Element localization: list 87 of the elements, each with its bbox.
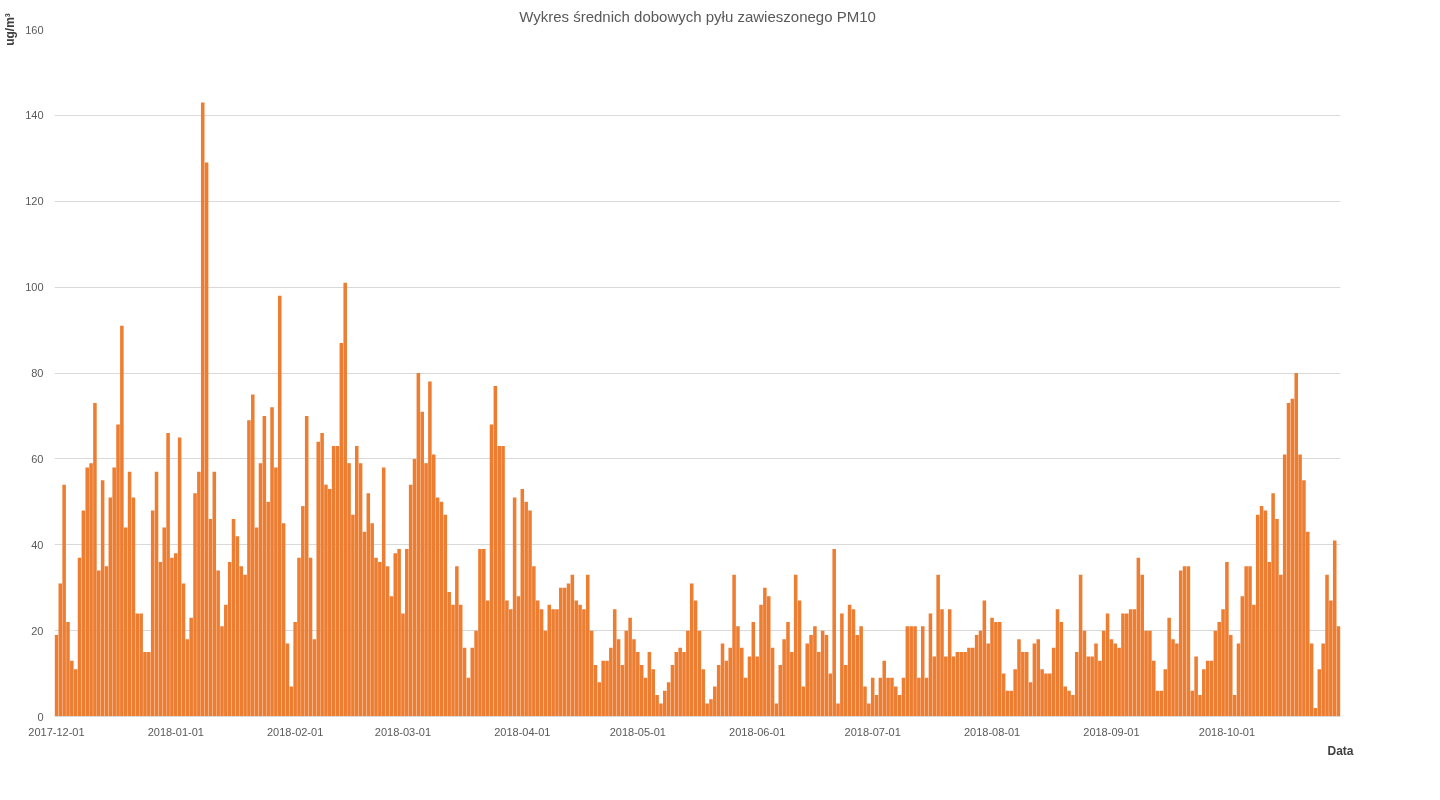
bar [166, 433, 170, 717]
bar [967, 647, 971, 717]
x-tick-label: 2018-04-01 [494, 725, 551, 738]
bar [959, 652, 964, 717]
bar [963, 652, 967, 717]
bar [354, 445, 359, 717]
bar [277, 295, 282, 717]
bar [786, 622, 790, 717]
bar [586, 574, 590, 717]
x-tick-label: 2018-01-01 [147, 725, 204, 738]
bar [601, 660, 605, 717]
bar [251, 394, 255, 717]
bar [1248, 566, 1252, 717]
bar [859, 626, 863, 717]
bar [1044, 673, 1048, 717]
bar [1325, 574, 1329, 717]
bar [813, 626, 817, 717]
bar [1294, 373, 1298, 717]
y-tick-label: 140 [25, 109, 44, 122]
bar [1194, 656, 1198, 717]
bar [628, 617, 632, 717]
y-tick-label: 20 [31, 624, 44, 637]
bar [913, 626, 917, 717]
x-tick-label: 2018-05-01 [609, 725, 666, 738]
x-axis-title: Data [1327, 743, 1354, 758]
bar [990, 617, 994, 717]
x-tick-label: 2018-08-01 [963, 725, 1021, 738]
y-tick-label: 160 [25, 23, 44, 36]
bar [1225, 561, 1229, 717]
bar [1121, 613, 1125, 717]
bar [909, 626, 913, 717]
bar [890, 677, 894, 717]
y-tick-label: 60 [31, 452, 44, 465]
bar [1167, 617, 1171, 717]
bar [547, 604, 552, 717]
y-axis-title: ug/m³ [3, 13, 18, 46]
bar [997, 622, 1002, 717]
x-tick-label: 2018-02-01 [267, 725, 324, 738]
bar [1148, 630, 1152, 717]
bar [1036, 639, 1041, 717]
bar [343, 282, 347, 717]
bar [732, 574, 736, 717]
bar [139, 613, 143, 717]
bar [920, 626, 925, 717]
bar [936, 574, 940, 717]
bar [200, 102, 205, 717]
bar [832, 549, 836, 717]
y-tick-label: 40 [31, 538, 44, 551]
bar [428, 381, 432, 717]
x-tick-label: 2018-09-01 [1083, 725, 1140, 738]
bar [1094, 643, 1098, 717]
bar [763, 587, 767, 717]
bar [1017, 639, 1021, 717]
bar [994, 622, 998, 717]
bar [1244, 566, 1248, 717]
bar [320, 433, 324, 717]
x-tick-label: 2017-12-01 [28, 725, 85, 738]
bar [1067, 690, 1071, 717]
bar [482, 549, 486, 717]
bar [840, 613, 844, 717]
y-tick-label: 0 [37, 710, 44, 723]
bar [397, 549, 401, 717]
bar [455, 566, 459, 717]
bar [1113, 643, 1118, 717]
bar [62, 484, 66, 717]
chart-title: Wykres średnich dobowych pyłu zawieszonego PM10 [519, 7, 876, 25]
bar [882, 660, 887, 717]
y-tick-label: 80 [31, 367, 44, 379]
y-tick-label: 100 [25, 281, 44, 294]
x-tick-label: 2018-06-01 [729, 725, 786, 738]
bar [501, 445, 505, 717]
bar [478, 549, 482, 717]
bar [120, 325, 124, 717]
bar [1125, 613, 1129, 717]
x-tick-label: 2018-03-01 [374, 725, 432, 738]
bar [85, 467, 89, 717]
x-tick-label: 2018-10-01 [1198, 725, 1256, 738]
y-tick-label: 120 [25, 195, 44, 208]
bar [93, 403, 97, 717]
bar [270, 407, 274, 717]
bar [393, 553, 398, 717]
bar [578, 604, 582, 717]
bar [559, 587, 563, 717]
bar [551, 609, 555, 717]
x-tick-label: 2018-07-01 [844, 725, 901, 738]
bar [678, 647, 682, 717]
bar [1271, 493, 1275, 717]
